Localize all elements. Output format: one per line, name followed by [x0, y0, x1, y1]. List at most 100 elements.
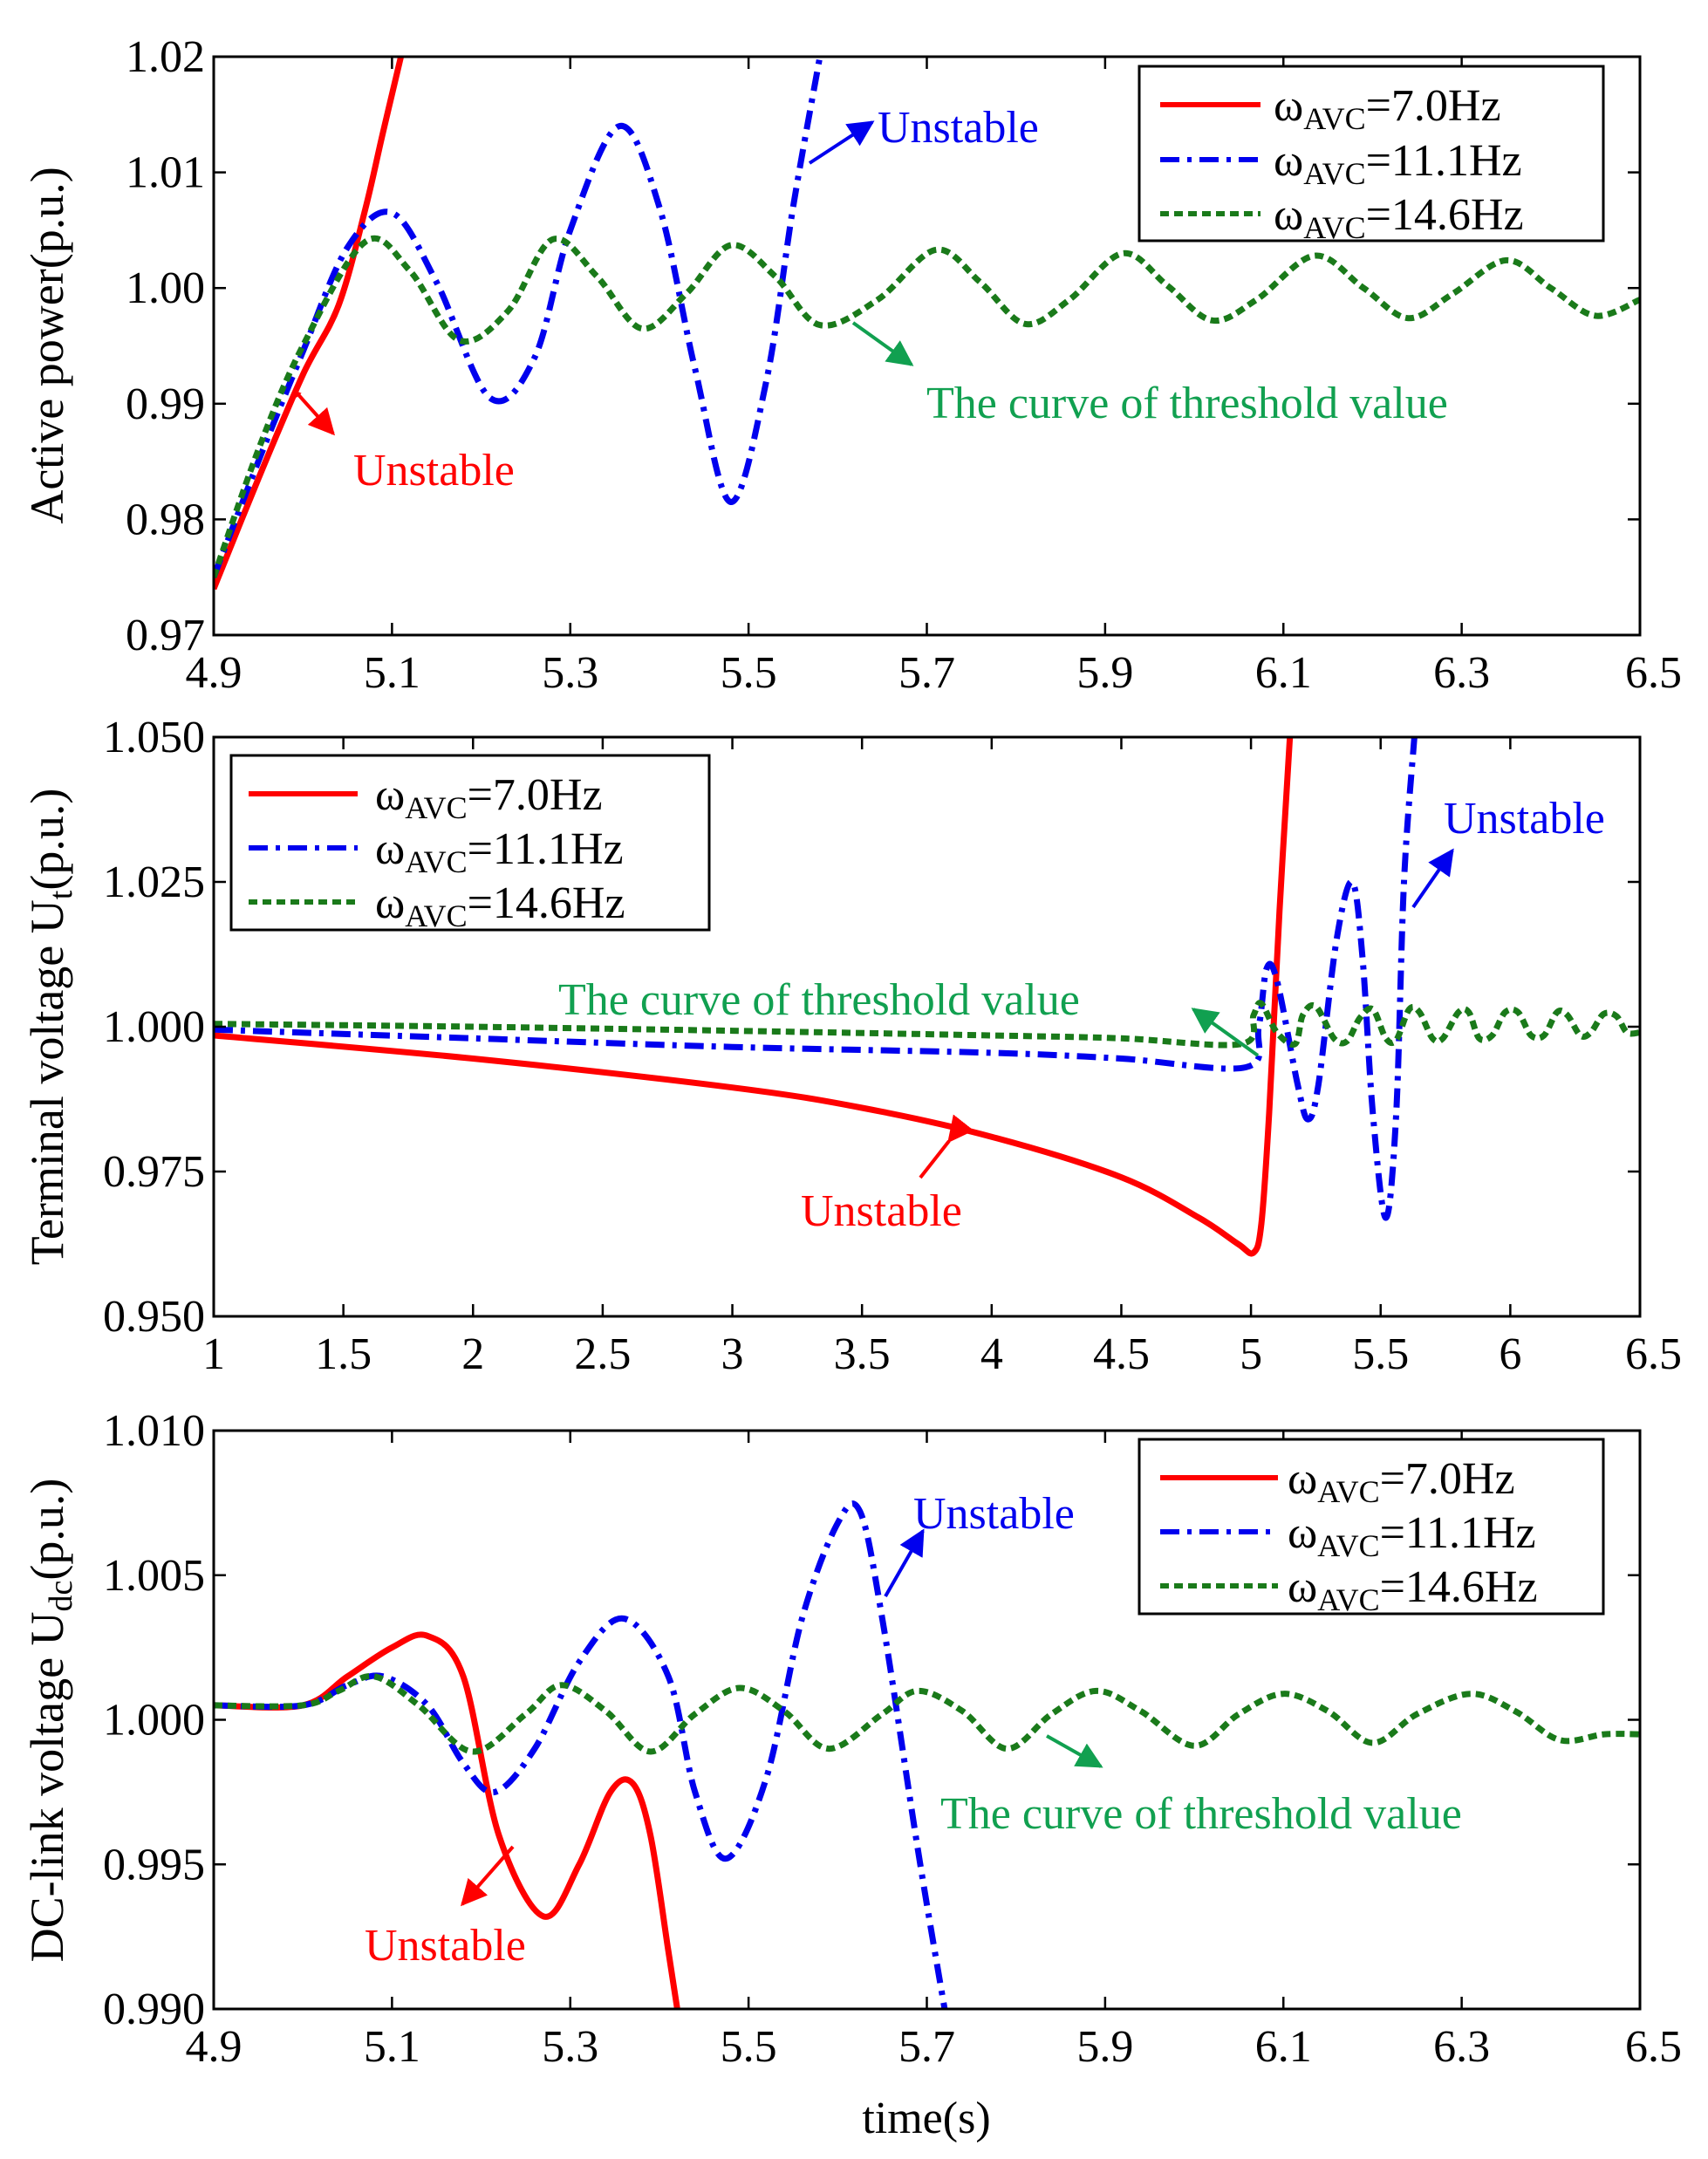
y-tick-label: 1.005 [103, 1551, 205, 1601]
active-power-y-ticks: 0.97 0.98 0.99 1.00 1.01 1.02 [126, 32, 1640, 660]
threshold-arrow [1191, 1008, 1260, 1057]
y-tick-label: 0.99 [126, 379, 205, 429]
terminal-voltage-legend: ωAVC=7.0Hz ωAVC=11.1Hz ωAVC=14.6Hz [229, 754, 711, 933]
unstable-red-label: Unstable [801, 1186, 962, 1236]
terminal-voltage-y-ticks: 0.950 0.975 1.000 1.025 1.050 [103, 713, 1640, 1342]
x-tick-label: 6.3 [1433, 2022, 1490, 2072]
dc-link-voltage-y-ticks: 0.990 0.995 1.000 1.005 1.010 [103, 1406, 1640, 2034]
unstable-blue-arrow [1411, 848, 1454, 909]
legend-label-11hz: ωAVC=11.1Hz [375, 824, 624, 879]
x-tick-label: 6.5 [1625, 1329, 1682, 1379]
dc-link-voltage-panel: 0.990 0.995 1.000 1.005 1.010 4.9 5.1 5.3 5.5 5.… [21, 1406, 1682, 2072]
active-power-legend: ωAVC=7.0Hz ωAVC=11.1Hz ωAVC=14.6Hz [1138, 65, 1605, 245]
terminal-voltage-x-ticks: 1 1.5 2 2.5 3 3.5 4 4.5 5 5.5 6 6.5 [202, 737, 1682, 1379]
x-tick-label: 5.7 [898, 2022, 955, 2072]
legend-label-11hz: ωAVC=11.1Hz [1274, 136, 1522, 191]
x-tick-label: 4.9 [186, 648, 243, 698]
unstable-blue-arrow [808, 120, 875, 165]
y-tick-label: 1.00 [126, 263, 205, 313]
unstable-blue-arrow [884, 1528, 925, 1597]
unstable-blue-label: Unstable [913, 1489, 1075, 1539]
series-line-green [214, 235, 1640, 578]
y-tick-label: 1.000 [103, 1002, 205, 1052]
x-tick-label: 5.5 [721, 648, 777, 698]
dc-link-voltage-x-ticks: 4.9 5.1 5.3 5.5 5.7 5.9 6.1 6.3 6.5 [186, 1431, 1682, 2072]
unstable-blue-label: Unstable [1444, 794, 1605, 844]
series-line-red [214, 737, 1294, 1257]
legend-label-14hz: ωAVC=14.6Hz [1274, 190, 1524, 245]
threshold-label: The curve of threshold value [558, 975, 1080, 1025]
x-tick-label: 3.5 [834, 1329, 891, 1379]
y-tick-label: 0.995 [103, 1840, 205, 1889]
dc-link-voltage-y-axis-label: DC-link voltage Udc(p.u.) [21, 1479, 79, 1963]
terminal-voltage-panel: 0.950 0.975 1.000 1.025 1.050 1 1.5 2 2.5 3 3.5 4 4… [21, 713, 1682, 1379]
legend-label-7hz: ωAVC=7.0Hz [1274, 81, 1501, 136]
series-line-green [214, 1672, 1640, 1755]
legend-label-7hz: ωAVC=7.0Hz [1288, 1454, 1515, 1509]
x-tick-label: 5 [1240, 1329, 1262, 1379]
legend-label-14hz: ωAVC=14.6Hz [375, 878, 625, 933]
unstable-red-label: Unstable [365, 1921, 526, 1971]
y-tick-label: 0.975 [103, 1147, 205, 1197]
y-tick-label: 0.950 [103, 1292, 205, 1342]
series-line-blue [214, 737, 1418, 1221]
dc-link-voltage-curves [214, 1500, 1640, 2009]
x-tick-label: 5.1 [364, 2022, 420, 2072]
y-tick-label: 0.98 [126, 495, 205, 544]
legend-label-14hz: ωAVC=14.6Hz [1288, 1562, 1538, 1617]
active-power-y-axis-label: Active power(p.u.) [21, 167, 73, 523]
threshold-arrow [1046, 1734, 1103, 1768]
x-tick-label: 4.9 [186, 2022, 243, 2072]
x-tick-label: 5.5 [721, 2022, 777, 2072]
x-axis-label: time(s) [862, 2094, 990, 2143]
threshold-label: The curve of threshold value [926, 379, 1448, 428]
terminal-voltage-legend-box [229, 754, 711, 932]
x-tick-label: 5.3 [542, 648, 598, 698]
series-line-blue [214, 1500, 948, 2009]
x-tick-label: 3 [721, 1329, 744, 1379]
unstable-blue-label: Unstable [878, 103, 1039, 153]
x-tick-label: 6.5 [1625, 648, 1682, 698]
x-tick-label: 6.3 [1433, 648, 1490, 698]
threshold-arrow [851, 321, 914, 366]
y-tick-label: 0.990 [103, 1985, 205, 2034]
x-tick-label: 6.1 [1255, 648, 1312, 698]
x-tick-label: 5.9 [1076, 648, 1133, 698]
unstable-red-arrow [293, 389, 336, 436]
x-tick-label: 5.3 [542, 2022, 598, 2072]
unstable-red-arrow [919, 1114, 974, 1179]
terminal-voltage-curves [214, 737, 1640, 1257]
y-tick-label: 1.050 [103, 713, 205, 762]
unstable-red-arrow [461, 1845, 515, 1907]
active-power-curves [214, 57, 1640, 591]
series-line-blue [214, 57, 823, 578]
x-tick-label: 5.7 [898, 648, 955, 698]
x-tick-label: 2 [461, 1329, 484, 1379]
series-line-red [214, 57, 405, 591]
active-power-panel: 0.97 0.98 0.99 1.00 1.01 1.02 4.9 5.1 5.3 5.5 5.7… [21, 32, 1682, 698]
x-tick-label: 5.5 [1352, 1329, 1409, 1379]
threshold-label: The curve of threshold value [940, 1789, 1462, 1839]
y-tick-label: 1.02 [126, 32, 205, 82]
terminal-voltage-y-axis-label: Terminal voltage Ut(p.u.) [21, 789, 79, 1266]
y-tick-label: 1.025 [103, 857, 205, 907]
y-tick-label: 1.010 [103, 1406, 205, 1456]
unstable-red-label: Unstable [353, 446, 515, 495]
x-tick-label: 2.5 [574, 1329, 631, 1379]
legend-label-7hz: ωAVC=7.0Hz [375, 770, 603, 825]
x-tick-label: 1 [202, 1329, 225, 1379]
x-tick-label: 4.5 [1093, 1329, 1150, 1379]
x-tick-label: 6.5 [1625, 2022, 1682, 2072]
dc-link-voltage-legend: ωAVC=7.0Hz ωAVC=11.1Hz ωAVC=14.6Hz [1138, 1438, 1605, 1617]
y-tick-label: 1.000 [103, 1696, 205, 1746]
y-tick-label: 1.01 [126, 148, 205, 198]
x-tick-label: 1.5 [315, 1329, 372, 1379]
x-tick-label: 5.9 [1076, 2022, 1133, 2072]
active-power-x-ticks: 4.9 5.1 5.3 5.5 5.7 5.9 6.1 6.3 6.5 [186, 57, 1682, 698]
series-line-green [214, 1000, 1640, 1049]
x-tick-label: 6 [1499, 1329, 1521, 1379]
y-tick-label: 0.97 [126, 611, 205, 660]
x-tick-label: 6.1 [1255, 2022, 1312, 2072]
series-line-red [214, 1631, 680, 2009]
